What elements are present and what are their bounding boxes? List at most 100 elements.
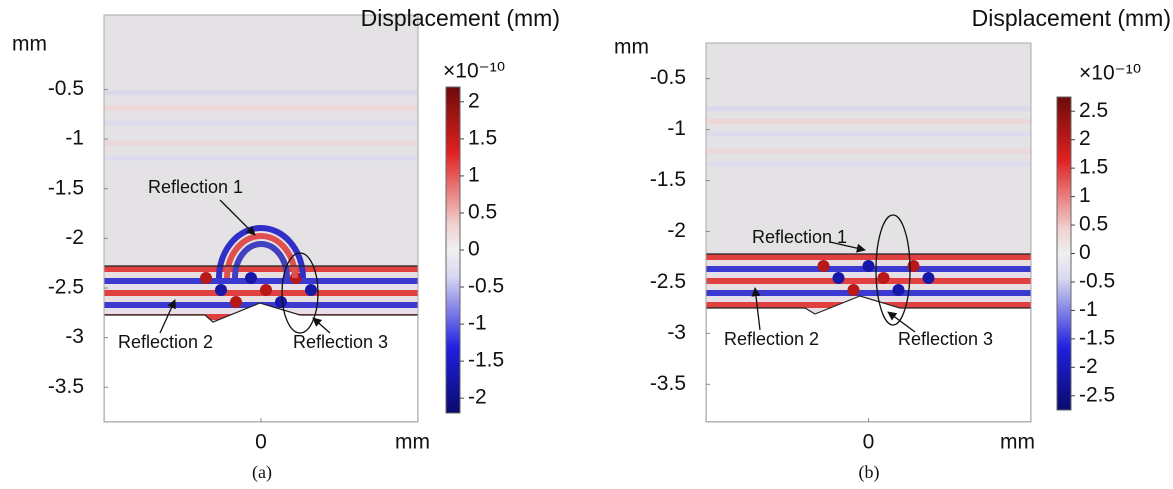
layer-stripe	[706, 254, 1031, 260]
colorbar-tick-label: 2	[1079, 127, 1091, 150]
wave-blob	[215, 284, 227, 296]
annotation: Reflection 3	[898, 329, 993, 349]
wave-blob	[245, 272, 257, 284]
colorbar-tick-label: -0.5	[468, 275, 504, 298]
title: Displacement (mm)	[361, 5, 560, 31]
annotation: Reflection 1	[148, 177, 243, 197]
title: Displacement (mm)	[972, 5, 1171, 31]
y-tick-label: -1.5	[48, 176, 84, 199]
colorbar-tick-label: 0	[1079, 241, 1091, 264]
y-tick-label: -1.5	[650, 168, 686, 191]
y-axis-label: mm	[12, 33, 47, 56]
layer-stripe	[706, 284, 1031, 290]
wave-blob	[305, 284, 317, 296]
wave-arc	[224, 233, 298, 279]
colorbar-tick-label: -1.5	[468, 349, 504, 372]
colorbar-tick-label: -2	[1079, 355, 1098, 378]
layer-stripe	[706, 272, 1031, 278]
colorbar-tick-label: -1	[468, 312, 487, 335]
highlight-ellipse	[875, 214, 911, 326]
annotation-arrow	[751, 287, 761, 331]
y-tick-label: -0.5	[48, 77, 84, 100]
colorbar-tick-label: 2	[468, 89, 480, 112]
annotation-arrow	[159, 299, 176, 334]
y-axis-label: mm	[614, 36, 649, 59]
caption: (a)	[252, 462, 272, 483]
colorbar-tick-label: -0.5	[1079, 270, 1115, 293]
x-axis-label: mm	[1000, 431, 1035, 454]
wave-blob	[260, 284, 272, 296]
wave-band	[104, 120, 418, 126]
wave-blob	[877, 272, 890, 284]
annotation-arrow	[219, 199, 256, 236]
y-tick-label: -3.5	[650, 372, 686, 395]
layer-stripe	[104, 296, 418, 302]
layer-stripe	[104, 278, 418, 284]
colorbar-tick-label: -2	[468, 386, 487, 409]
y-tick-label: -2.5	[48, 276, 84, 299]
colorbar-tick-label: -1.5	[1079, 326, 1115, 349]
wave-band	[706, 148, 1031, 154]
wave-blob	[275, 296, 287, 308]
wave-band	[706, 131, 1031, 137]
layer-stripe	[706, 290, 1031, 296]
layer-stripe	[104, 272, 418, 278]
colorbar-exponent: ×10⁻¹⁰	[1079, 62, 1141, 85]
colorbar-tick-label: 1	[468, 163, 480, 186]
layer-stripe	[104, 266, 418, 272]
annotation: Reflection 3	[293, 332, 388, 352]
x-tick-label: 0	[863, 431, 875, 454]
y-tick-label: -3.5	[48, 375, 84, 398]
substrate	[104, 302, 418, 422]
colorbar-tick-label: 0	[468, 238, 480, 261]
x-axis-label: mm	[395, 431, 430, 454]
highlight-ellipse	[281, 252, 319, 334]
y-tick-label: -2	[65, 226, 84, 249]
y-tick-label: -2	[667, 219, 686, 242]
wave-band	[706, 106, 1031, 112]
wave-blob	[847, 284, 860, 296]
colorbar	[1056, 96, 1072, 411]
wave-blob	[230, 296, 242, 308]
y-tick-label: -3	[65, 325, 84, 348]
wave-band	[104, 105, 418, 111]
colorbar-tick-label: -1	[1079, 298, 1098, 321]
wave-blob	[817, 260, 830, 272]
field-image	[104, 15, 418, 422]
layer-stripe	[706, 278, 1031, 284]
y-tick-label: -0.5	[650, 66, 686, 89]
annotation: Reflection 2	[118, 332, 213, 352]
colorbar-tick-label: 0.5	[468, 201, 497, 224]
wave-blob	[892, 284, 905, 296]
y-tick-label: -3	[667, 321, 686, 344]
y-tick-label: -2.5	[650, 270, 686, 293]
wave-band	[104, 140, 418, 146]
colorbar-exponent: ×10⁻¹⁰	[443, 60, 505, 83]
caption: (b)	[859, 462, 880, 483]
substrate	[706, 295, 1031, 422]
colorbar-tick-label: 1.5	[468, 126, 497, 149]
wave-band	[104, 155, 418, 161]
wave-arc	[232, 241, 290, 279]
wave-band	[104, 90, 418, 96]
colorbar	[445, 86, 461, 414]
wave-blob	[832, 272, 845, 284]
field-image	[706, 43, 1031, 422]
colorbar-tick-label: 2.5	[1079, 99, 1108, 122]
annotation-arrow	[887, 311, 916, 333]
annotation-arrow	[829, 241, 866, 253]
x-tick-label: 0	[255, 431, 267, 454]
colorbar-tick-label: -2.5	[1079, 383, 1115, 406]
wave-blob	[862, 260, 875, 272]
colorbar-tick-label: 1	[1079, 184, 1091, 207]
y-tick-label: -1	[667, 117, 686, 140]
annotation: Reflection 2	[724, 329, 819, 349]
wave-blob	[922, 272, 935, 284]
annotation-arrow	[312, 317, 331, 334]
wave-arc	[216, 225, 306, 279]
wave-blob	[200, 272, 212, 284]
wave-band	[706, 118, 1031, 124]
y-tick-label: -1	[65, 127, 84, 150]
annotation: Reflection 1	[752, 227, 847, 247]
